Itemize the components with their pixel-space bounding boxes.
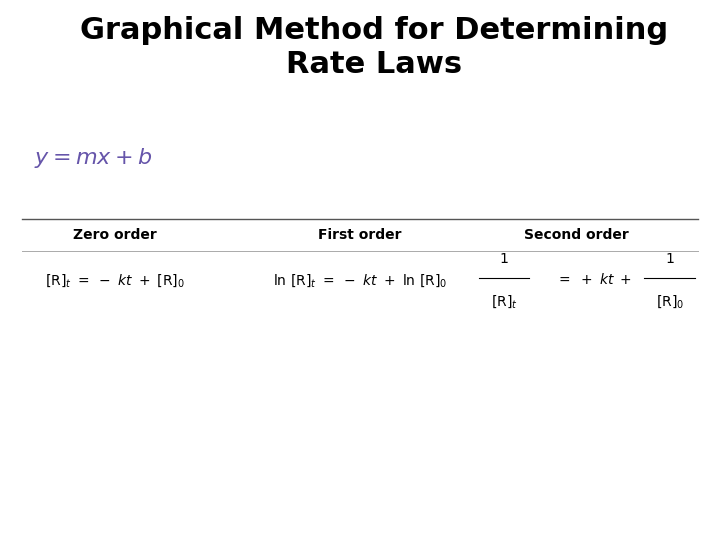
Text: $y=mx+b$: $y=mx+b$ xyxy=(35,146,153,170)
Text: $[\mathrm{R}]_t\ =\ -\ kt\ +\ [\mathrm{R}]_0$: $[\mathrm{R}]_t\ =\ -\ kt\ +\ [\mathrm{R… xyxy=(45,272,185,289)
Text: First order: First order xyxy=(318,228,402,242)
Text: Graphical Method for Determining
Rate Laws: Graphical Method for Determining Rate La… xyxy=(81,16,668,79)
Text: Second order: Second order xyxy=(523,228,629,242)
Text: $=\ +\ kt\ +$: $=\ +\ kt\ +$ xyxy=(556,272,632,287)
Text: Zero order: Zero order xyxy=(73,228,157,242)
Text: $[\mathrm{R}]_t$: $[\mathrm{R}]_t$ xyxy=(490,293,518,310)
Text: $\ln\,[\mathrm{R}]_t\ =\ -\ kt\ +\ \ln\,[\mathrm{R}]_0$: $\ln\,[\mathrm{R}]_t\ =\ -\ kt\ +\ \ln\,… xyxy=(273,272,447,289)
Text: $[\mathrm{R}]_0$: $[\mathrm{R}]_0$ xyxy=(655,293,684,310)
Text: $1$: $1$ xyxy=(499,252,509,266)
Text: $1$: $1$ xyxy=(665,252,675,266)
